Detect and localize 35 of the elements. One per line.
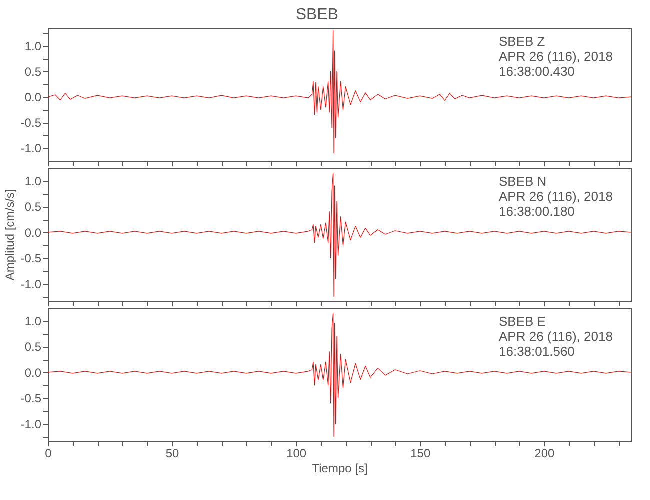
x-tick-label: 200 <box>534 446 555 460</box>
annotation: 16:38:01.560 <box>499 344 575 359</box>
y-tick-label: 0.0 <box>24 90 42 105</box>
annotation: SBEB Z <box>499 34 546 49</box>
x-tick-label: 100 <box>286 446 307 460</box>
x-tick-label: 0 <box>45 446 52 460</box>
annotation: APR 26 (116), 2018 <box>499 49 613 64</box>
line-series <box>48 30 631 154</box>
annotation: SBEB N <box>499 174 547 189</box>
chart-title: SBEB <box>296 6 339 24</box>
line-series <box>48 172 631 298</box>
annotation: 16:38:00.430 <box>499 64 575 79</box>
y-tick-label: 1.0 <box>24 39 42 54</box>
y-tick-label: 0.0 <box>24 366 42 380</box>
x-tick-label: 50 <box>166 446 180 460</box>
annotation: APR 26 (116), 2018 <box>499 189 613 204</box>
y-tick-label: 0.5 <box>24 340 42 354</box>
x-tick-label: 150 <box>410 446 431 460</box>
y-tick-label: -1.0 <box>20 142 42 156</box>
line-series <box>48 312 631 438</box>
y-tick-label: -0.5 <box>20 392 42 406</box>
y-tick-label: -0.5 <box>20 252 42 266</box>
y-tick-label: 0.5 <box>24 64 42 79</box>
annotation: SBEB E <box>499 314 546 329</box>
y-tick-label: -0.5 <box>20 116 42 130</box>
y-tick-label: 1.0 <box>24 314 42 328</box>
annotation: APR 26 (116), 2018 <box>499 329 613 344</box>
y-axis-title: Amplitud [cm/s/s] <box>2 189 17 281</box>
y-tick-label: 1.0 <box>24 174 42 188</box>
y-tick-label: 0.5 <box>24 200 42 214</box>
y-tick-label: -1.0 <box>20 277 42 292</box>
x-axis-title: Tiempo [s] <box>312 462 368 476</box>
annotation: 16:38:00.180 <box>499 204 575 219</box>
y-tick-label: 0.0 <box>24 226 42 240</box>
y-tick-label: -1.0 <box>20 417 42 432</box>
